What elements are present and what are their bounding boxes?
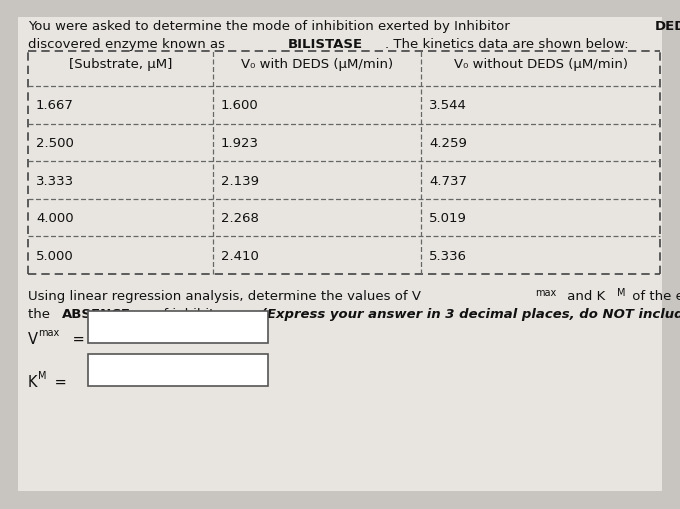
Text: 2.139: 2.139 [221, 174, 259, 187]
Text: 5.336: 5.336 [429, 249, 467, 262]
Text: 4.737: 4.737 [429, 174, 467, 187]
Text: discovered enzyme known as: discovered enzyme known as [28, 38, 229, 51]
Text: of the enzyme in: of the enzyme in [628, 290, 680, 302]
Text: You were asked to determine the mode of inhibition exerted by Inhibitor: You were asked to determine the mode of … [28, 20, 514, 33]
Text: DEDS: DEDS [655, 20, 680, 33]
Text: 3.544: 3.544 [429, 99, 467, 112]
Text: of inhibitor:: of inhibitor: [151, 307, 236, 320]
Text: 1.923: 1.923 [221, 136, 259, 150]
Text: ABSENCE: ABSENCE [62, 307, 131, 320]
Text: V₀ without DEDS (μM/min): V₀ without DEDS (μM/min) [454, 58, 628, 71]
Text: 1.600: 1.600 [221, 99, 259, 112]
Text: 3.333: 3.333 [36, 174, 74, 187]
Text: 5.000: 5.000 [36, 249, 73, 262]
Text: =: = [68, 331, 85, 346]
Text: K: K [28, 374, 37, 389]
Text: max: max [535, 288, 556, 297]
Text: 4.000: 4.000 [36, 212, 73, 224]
Text: Using linear regression analysis, determine the values of V: Using linear regression analysis, determ… [28, 290, 421, 302]
Text: V: V [28, 331, 38, 346]
Text: (Express your answer in 3 decimal places, do NOT include the units): (Express your answer in 3 decimal places… [261, 307, 680, 320]
Text: 2.500: 2.500 [36, 136, 74, 150]
Text: 2.268: 2.268 [221, 212, 259, 224]
Text: M: M [617, 288, 626, 297]
Text: 2.410: 2.410 [221, 249, 259, 262]
Text: 1.667: 1.667 [36, 99, 74, 112]
Text: [Substrate, μM]: [Substrate, μM] [69, 58, 172, 71]
Text: max: max [38, 327, 59, 337]
Text: BILISTASE: BILISTASE [288, 38, 363, 51]
Text: 4.259: 4.259 [429, 136, 467, 150]
Text: V₀ with DEDS (μM/min): V₀ with DEDS (μM/min) [241, 58, 393, 71]
Text: and K: and K [562, 290, 605, 302]
Text: =: = [50, 374, 67, 389]
Text: the: the [28, 307, 54, 320]
Text: . The kinetics data are shown below:: . The kinetics data are shown below: [385, 38, 628, 51]
Bar [88, 354, 268, 386]
Bar [88, 312, 268, 344]
Text: 5.019: 5.019 [429, 212, 467, 224]
Text: M: M [38, 370, 46, 380]
